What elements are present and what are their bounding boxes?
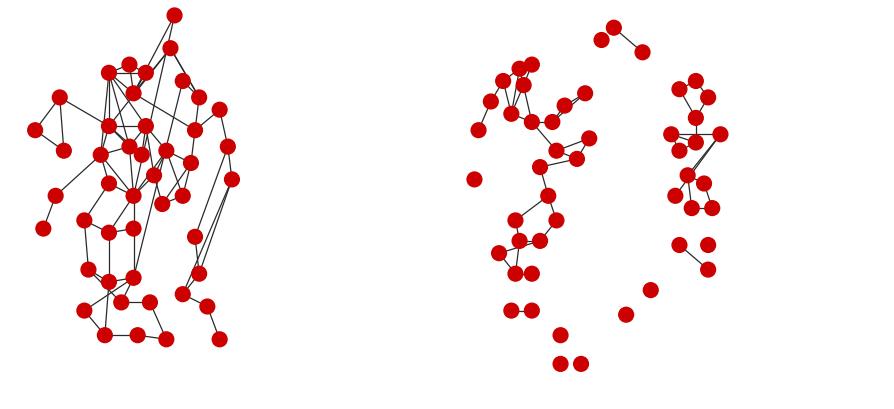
Circle shape	[101, 66, 116, 81]
Circle shape	[122, 140, 137, 155]
Circle shape	[594, 34, 608, 48]
Circle shape	[508, 213, 522, 228]
Circle shape	[671, 83, 686, 97]
Circle shape	[687, 74, 703, 89]
Circle shape	[540, 189, 555, 204]
Circle shape	[508, 267, 522, 281]
Circle shape	[470, 124, 485, 138]
Circle shape	[101, 275, 116, 290]
Circle shape	[101, 119, 116, 134]
Circle shape	[122, 58, 137, 73]
Circle shape	[114, 295, 129, 310]
Circle shape	[183, 156, 198, 171]
Circle shape	[548, 144, 563, 159]
Circle shape	[167, 9, 181, 24]
Circle shape	[635, 46, 649, 61]
Circle shape	[175, 74, 190, 89]
Circle shape	[511, 234, 527, 249]
Circle shape	[491, 246, 506, 261]
Circle shape	[516, 79, 530, 93]
Circle shape	[700, 263, 714, 277]
Circle shape	[511, 62, 527, 77]
Circle shape	[134, 148, 149, 163]
Circle shape	[126, 189, 140, 204]
Circle shape	[687, 136, 703, 151]
Circle shape	[77, 303, 91, 318]
Circle shape	[188, 124, 202, 138]
Circle shape	[696, 177, 711, 191]
Circle shape	[524, 115, 538, 130]
Circle shape	[188, 230, 202, 245]
Circle shape	[503, 303, 519, 318]
Circle shape	[552, 328, 568, 343]
Circle shape	[224, 173, 239, 187]
Circle shape	[163, 42, 178, 56]
Circle shape	[700, 91, 714, 106]
Circle shape	[36, 222, 51, 236]
Circle shape	[573, 357, 587, 371]
Circle shape	[56, 144, 72, 159]
Circle shape	[503, 107, 519, 122]
Circle shape	[48, 189, 63, 204]
Circle shape	[687, 111, 703, 126]
Circle shape	[663, 128, 678, 142]
Circle shape	[212, 103, 227, 118]
Circle shape	[532, 234, 547, 249]
Circle shape	[131, 328, 145, 343]
Circle shape	[142, 295, 157, 310]
Circle shape	[684, 201, 698, 216]
Circle shape	[126, 222, 140, 236]
Circle shape	[212, 332, 227, 347]
Circle shape	[524, 267, 538, 281]
Circle shape	[713, 128, 727, 142]
Circle shape	[93, 148, 108, 163]
Circle shape	[704, 201, 719, 216]
Circle shape	[155, 197, 170, 212]
Circle shape	[159, 332, 173, 347]
Circle shape	[581, 132, 596, 146]
Circle shape	[671, 144, 686, 159]
Circle shape	[557, 99, 571, 114]
Circle shape	[667, 189, 682, 204]
Circle shape	[552, 357, 568, 371]
Circle shape	[191, 267, 207, 281]
Circle shape	[139, 66, 153, 81]
Circle shape	[53, 91, 67, 106]
Circle shape	[483, 95, 498, 110]
Circle shape	[126, 271, 140, 285]
Circle shape	[532, 160, 547, 175]
Circle shape	[548, 213, 563, 228]
Circle shape	[524, 58, 538, 73]
Circle shape	[175, 189, 190, 204]
Circle shape	[467, 173, 481, 187]
Circle shape	[77, 213, 91, 228]
Circle shape	[569, 152, 584, 167]
Circle shape	[606, 21, 620, 36]
Circle shape	[101, 226, 116, 240]
Circle shape	[175, 287, 190, 302]
Circle shape	[147, 169, 161, 183]
Circle shape	[618, 308, 633, 322]
Circle shape	[643, 283, 657, 298]
Circle shape	[199, 299, 215, 314]
Circle shape	[81, 263, 96, 277]
Circle shape	[28, 124, 43, 138]
Circle shape	[220, 140, 235, 155]
Circle shape	[544, 115, 559, 130]
Circle shape	[101, 177, 116, 191]
Circle shape	[671, 238, 686, 253]
Circle shape	[679, 169, 695, 183]
Circle shape	[126, 87, 140, 101]
Circle shape	[524, 303, 538, 318]
Circle shape	[159, 144, 173, 159]
Circle shape	[139, 119, 153, 134]
Circle shape	[495, 74, 510, 89]
Circle shape	[97, 328, 112, 343]
Circle shape	[700, 238, 714, 253]
Circle shape	[191, 91, 207, 106]
Circle shape	[578, 87, 592, 101]
